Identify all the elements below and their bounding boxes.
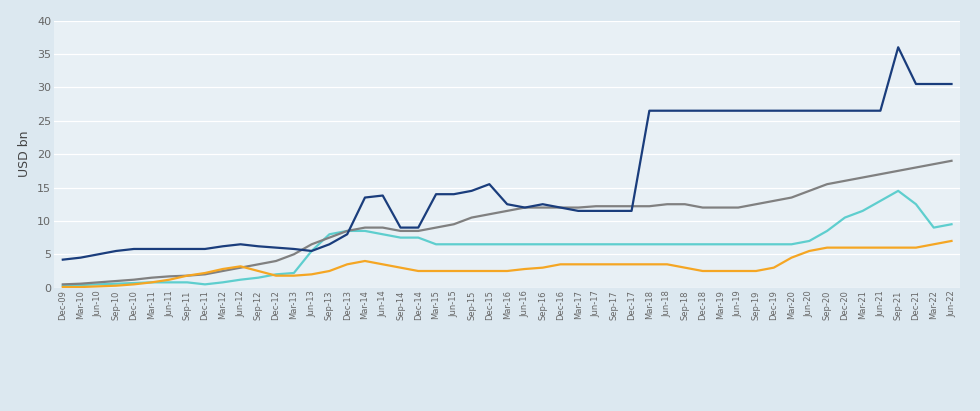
Y-axis label: USD bn: USD bn	[19, 131, 31, 178]
Core	[57, 283, 69, 288]
Core	[697, 242, 709, 247]
Core-Plus	[341, 262, 353, 267]
Opportunistic	[341, 232, 353, 237]
Core	[928, 225, 940, 230]
Core	[946, 222, 957, 227]
Opportunistic	[323, 242, 335, 247]
Core	[644, 242, 656, 247]
Core-Plus	[946, 238, 957, 243]
Value-Added	[323, 235, 335, 240]
Line: Opportunistic: Opportunistic	[63, 47, 952, 260]
Opportunistic	[893, 45, 905, 50]
Value-Added	[946, 158, 957, 163]
Line: Core: Core	[63, 191, 952, 286]
Opportunistic	[946, 81, 957, 86]
Line: Value-Added: Value-Added	[63, 161, 952, 284]
Opportunistic	[928, 81, 940, 86]
Core	[253, 275, 265, 280]
Core-Plus	[928, 242, 940, 247]
Value-Added	[253, 262, 265, 267]
Core	[323, 232, 335, 237]
Core-Plus	[697, 268, 709, 273]
Opportunistic	[253, 244, 265, 249]
Value-Added	[644, 204, 656, 209]
Core	[893, 188, 905, 193]
Core-Plus	[57, 284, 69, 289]
Value-Added	[57, 282, 69, 287]
Opportunistic	[57, 257, 69, 262]
Value-Added	[341, 229, 353, 233]
Value-Added	[928, 162, 940, 166]
Opportunistic	[644, 108, 656, 113]
Core-Plus	[323, 268, 335, 273]
Value-Added	[697, 205, 709, 210]
Core-Plus	[644, 262, 656, 267]
Core	[341, 229, 353, 233]
Opportunistic	[697, 108, 709, 113]
Line: Core-Plus: Core-Plus	[63, 241, 952, 287]
Core-Plus	[253, 268, 265, 273]
